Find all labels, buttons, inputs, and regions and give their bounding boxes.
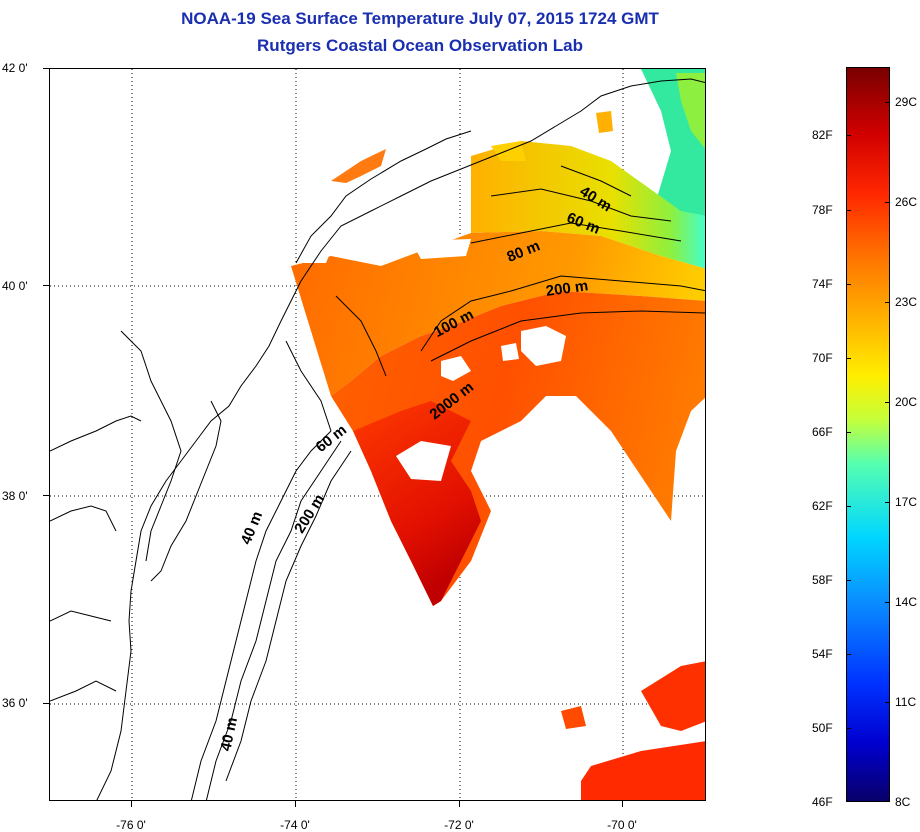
cb-label-54f: 54F bbox=[812, 647, 833, 661]
cb-label-23c: 23C bbox=[895, 295, 918, 309]
cb-label-17c: 17C bbox=[895, 495, 918, 509]
cb-label-82f: 82F bbox=[812, 128, 833, 142]
lat-label-36: 36 0' bbox=[2, 696, 28, 710]
sst-swath bbox=[291, 69, 705, 800]
cb-label-74f: 74F bbox=[812, 277, 833, 291]
isobath-label-40m-far-south: 40 m bbox=[217, 716, 241, 753]
coastline bbox=[50, 78, 705, 800]
cb-label-50f: 50F bbox=[812, 721, 833, 735]
map-canvas: 40 m 60 m 80 m 200 m 100 m 2000 m 60 m 2… bbox=[50, 69, 705, 800]
map-subtitle: Rutgers Coastal Ocean Observation Lab bbox=[257, 36, 583, 55]
isobath-label-40m-south: 40 m bbox=[238, 509, 267, 547]
isobath-label-60m-south: 60 m bbox=[313, 421, 350, 455]
cloud-gaps bbox=[299, 239, 601, 481]
cb-label-20c: 20C bbox=[895, 395, 918, 409]
temperature-colorbar bbox=[846, 67, 890, 802]
cb-label-14c: 14C bbox=[895, 595, 918, 609]
isobath-label-200m: 200 m bbox=[545, 277, 589, 300]
cb-label-46f: 46F bbox=[812, 795, 833, 809]
lon-label-76: -76 0' bbox=[116, 818, 146, 832]
cb-label-58f: 58F bbox=[812, 573, 833, 587]
cb-label-26c: 26C bbox=[895, 195, 918, 209]
lon-label-72: -72 0' bbox=[444, 818, 474, 832]
cb-label-78f: 78F bbox=[812, 203, 833, 217]
lon-label-70: -70 0' bbox=[607, 818, 637, 832]
map-title: NOAA-19 Sea Surface Temperature July 07,… bbox=[181, 9, 659, 28]
cb-label-11c: 11C bbox=[895, 695, 917, 709]
lon-label-74: -74 0' bbox=[280, 818, 310, 832]
lat-label-40: 40 0' bbox=[2, 279, 28, 293]
sst-map: 40 m 60 m 80 m 200 m 100 m 2000 m 60 m 2… bbox=[49, 68, 706, 801]
lat-label-42: 42 0' bbox=[2, 61, 28, 75]
cb-label-62f: 62F bbox=[812, 499, 833, 513]
cb-label-8c: 8C bbox=[895, 795, 911, 809]
lat-label-38: 38 0' bbox=[2, 489, 28, 503]
cb-label-66f: 66F bbox=[812, 425, 833, 439]
cb-label-29c: 29C bbox=[895, 95, 918, 109]
cb-label-70f: 70F bbox=[812, 351, 833, 365]
